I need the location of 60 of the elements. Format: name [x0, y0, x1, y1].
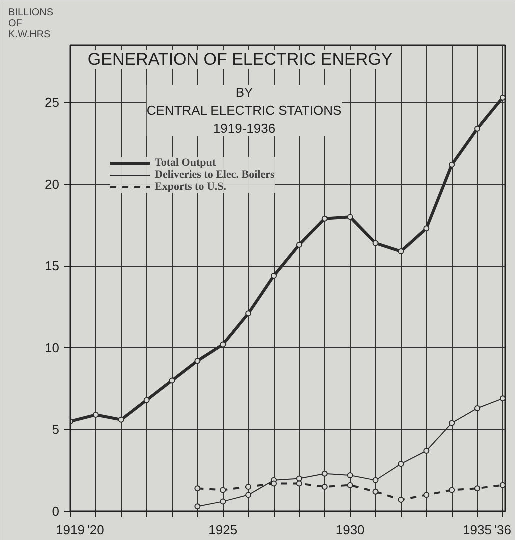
x-tick-label: 1925	[208, 522, 238, 538]
point	[424, 492, 430, 498]
y-tick-label: 25	[45, 95, 60, 110]
y-tick-label: 0	[52, 504, 60, 519]
point	[347, 214, 354, 220]
point	[474, 405, 481, 412]
point	[372, 477, 379, 484]
point	[92, 412, 99, 418]
text: BY CENTRAL ELECTRIC STATIONS 1919-1936	[146, 85, 342, 136]
point	[474, 486, 481, 492]
point	[246, 310, 252, 317]
x-tick-label: 1935	[463, 522, 492, 538]
point	[322, 484, 328, 490]
point	[398, 461, 404, 468]
x-tick-label: '20	[87, 522, 104, 538]
point	[296, 476, 302, 482]
point	[474, 126, 481, 132]
y-tick-label: 5	[52, 422, 60, 438]
point	[322, 470, 328, 477]
point	[296, 480, 302, 487]
y-tick-label: 20	[45, 176, 60, 192]
x-tick-label: '36	[494, 522, 512, 538]
point	[424, 226, 430, 232]
legend-label: Exports to U.S.	[155, 181, 227, 193]
point	[372, 240, 379, 246]
point	[194, 358, 201, 364]
point	[500, 94, 506, 101]
point	[144, 397, 150, 404]
x-tick-label: 1930	[336, 522, 365, 538]
point	[271, 273, 278, 280]
point	[271, 480, 278, 487]
point	[500, 482, 506, 488]
point	[322, 216, 328, 222]
point	[246, 484, 252, 490]
point	[296, 242, 302, 248]
y-tick-label: 10	[45, 340, 60, 356]
point	[220, 498, 226, 505]
legend-label: Deliveries to Elec. Boilers	[155, 169, 275, 181]
y-tick-label: 15	[45, 258, 60, 274]
point	[169, 378, 176, 384]
point	[424, 448, 430, 454]
point	[449, 487, 456, 494]
point	[194, 504, 201, 510]
point	[398, 497, 404, 504]
point	[500, 396, 506, 402]
point	[347, 482, 354, 488]
point	[220, 342, 226, 348]
point	[220, 487, 226, 494]
x-tick-label: 1919	[56, 522, 85, 538]
point	[246, 492, 252, 498]
point	[449, 420, 456, 426]
point	[194, 486, 201, 492]
point	[398, 248, 404, 255]
point	[372, 488, 379, 495]
point	[449, 162, 456, 168]
chart-title: GENERATION OF ELECTRIC ENERGY	[88, 50, 393, 70]
point	[118, 416, 124, 423]
point	[347, 472, 354, 479]
legend-label: Total Output	[155, 157, 216, 169]
y-axis-title: BILLIONS OF K.W.HRS	[8, 8, 54, 40]
